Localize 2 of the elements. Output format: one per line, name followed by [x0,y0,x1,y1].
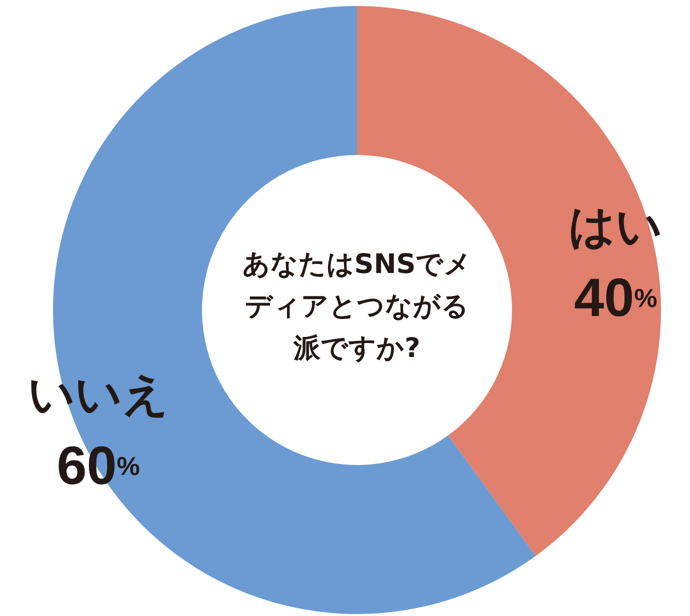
data-label: 40% [574,268,658,328]
text: あなたはSNSでメディアとつながる派ですか? [241,248,473,366]
